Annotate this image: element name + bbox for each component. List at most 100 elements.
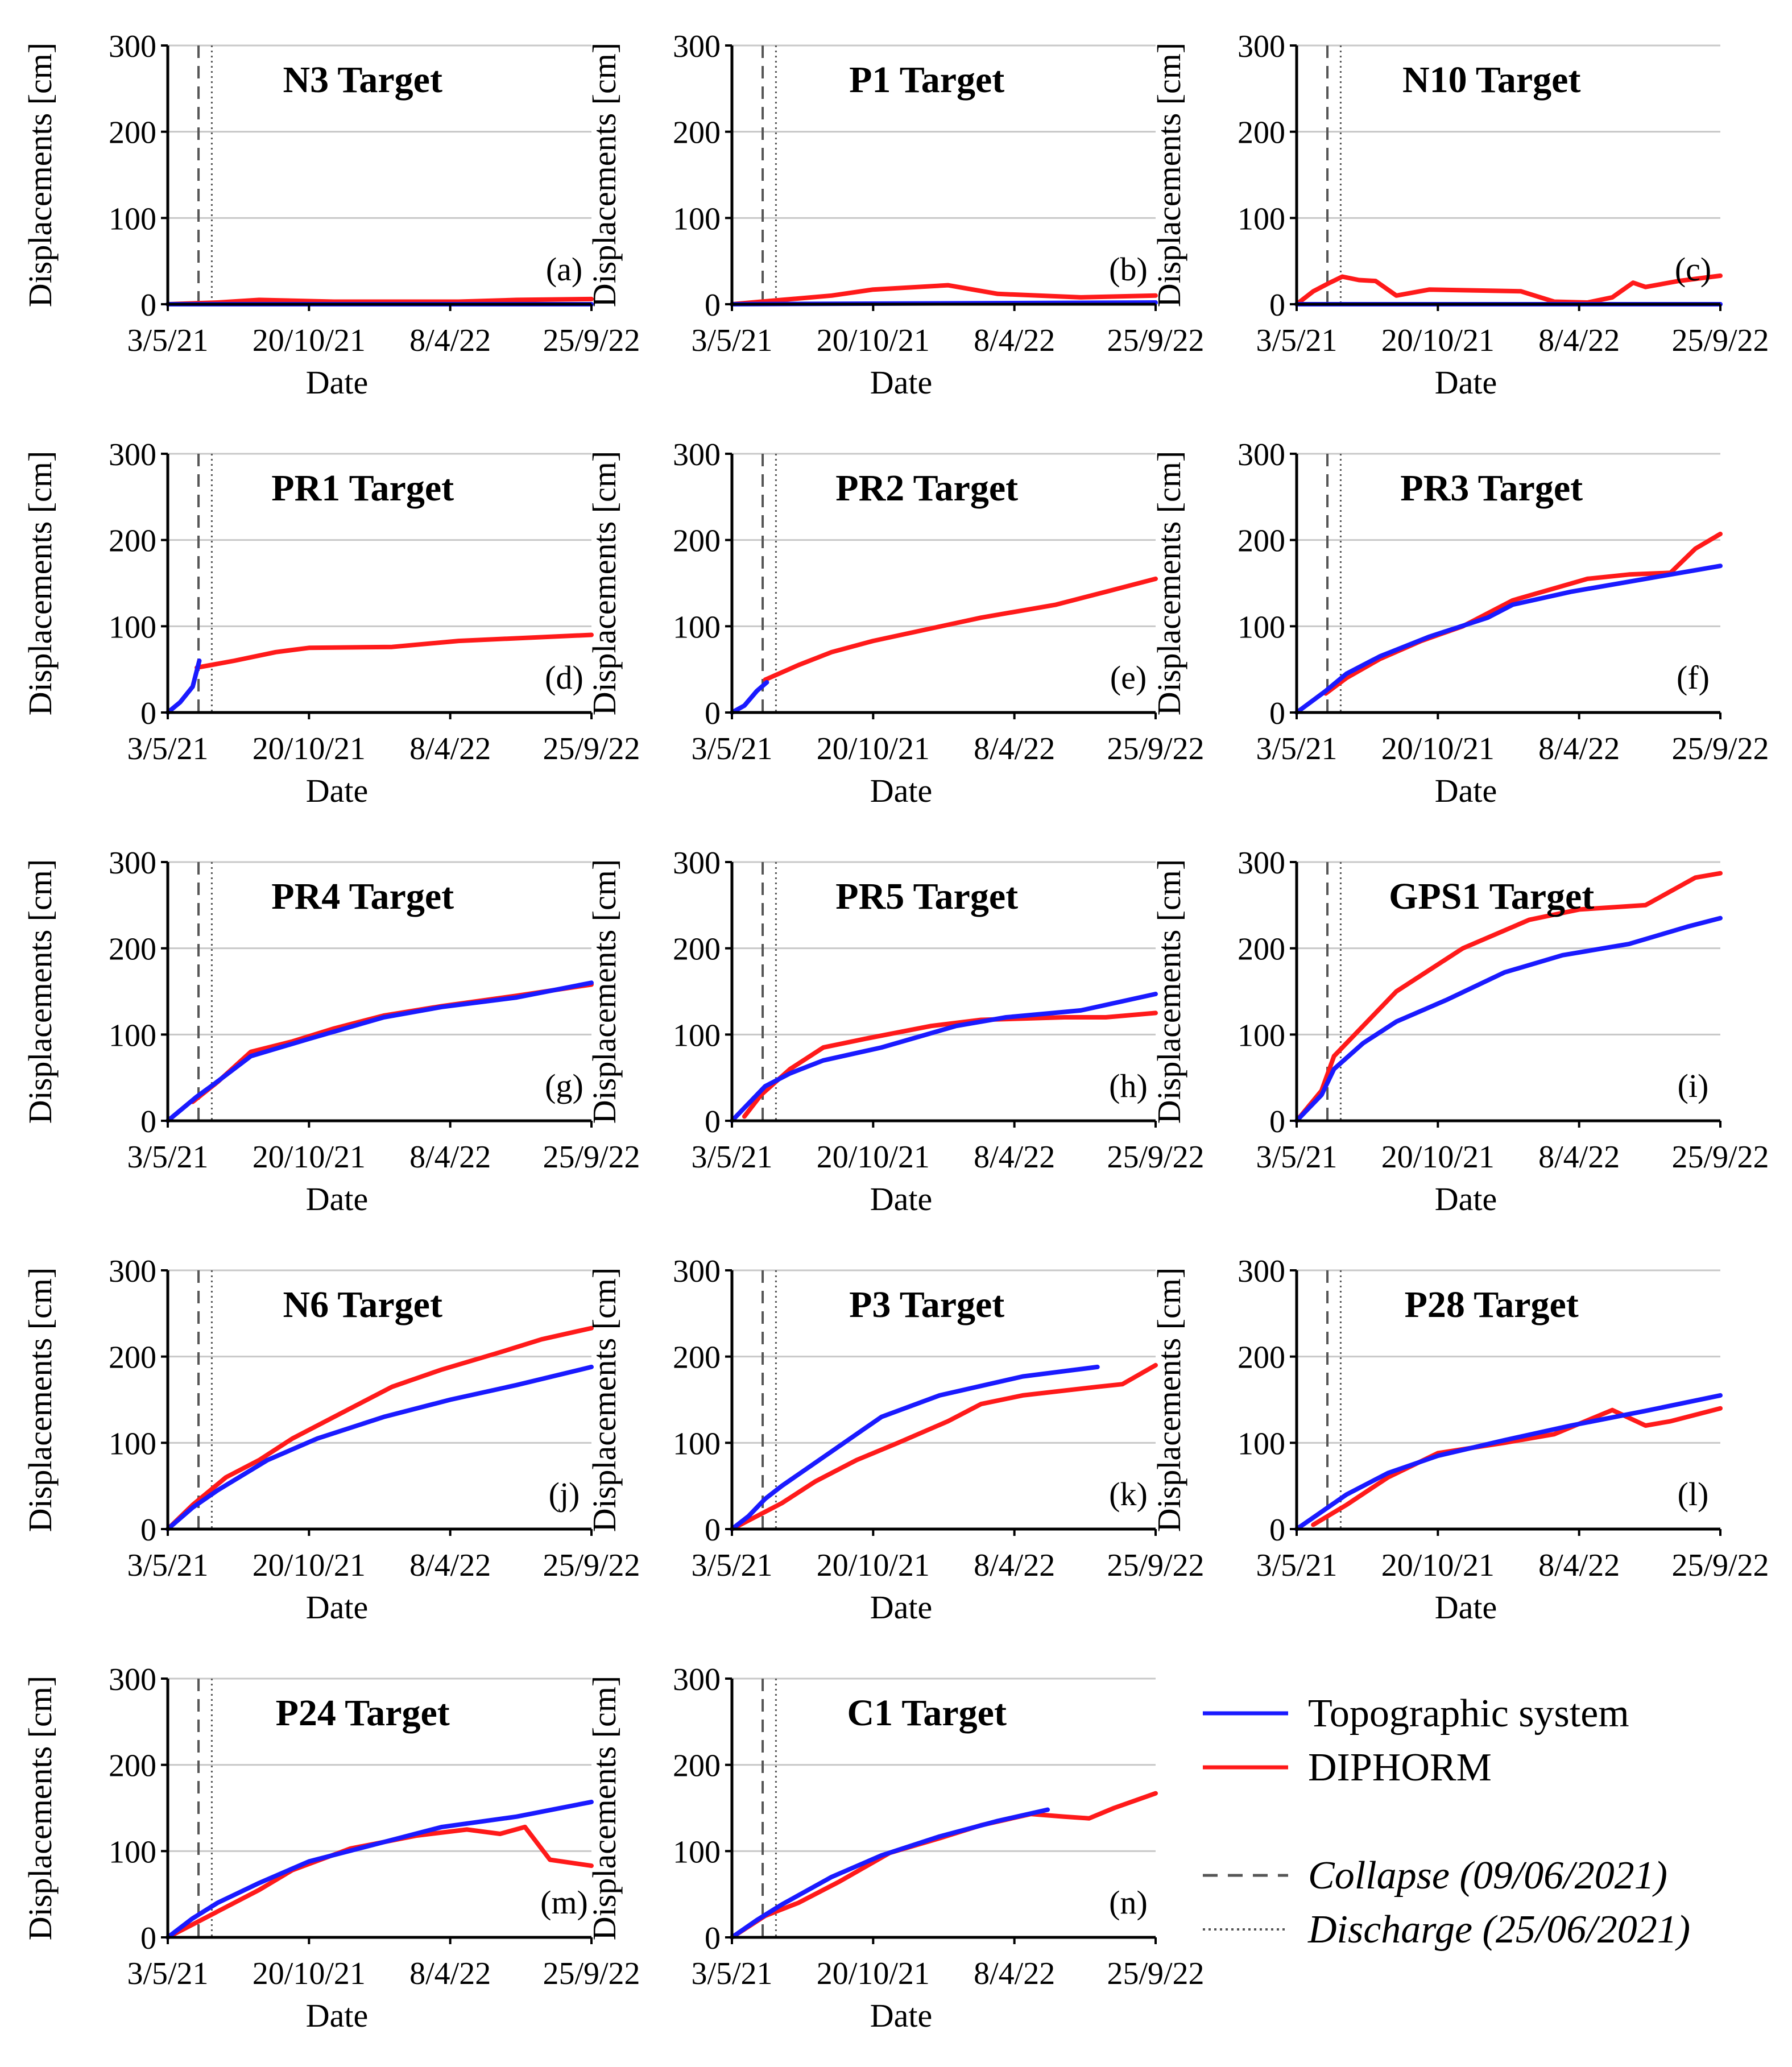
x-tick-label: 25/9/22 — [543, 1956, 640, 1991]
y-axis-label: Displacements [cm] — [22, 43, 59, 307]
x-tick-label: 3/5/21 — [127, 323, 208, 358]
y-tick-label: 100 — [109, 610, 156, 645]
y-tick-label: 100 — [109, 201, 156, 237]
series-line-diphorm — [194, 632, 594, 670]
y-tick-label: 100 — [109, 1426, 156, 1461]
panel-title: C1 Target — [847, 1692, 1007, 1734]
chart-panels: 0 100 200 300 3/5/21 20/10/21 8/4/22 25/9/22 Dat… — [22, 29, 1769, 2034]
y-tick-label: 200 — [109, 524, 156, 559]
y-tick-label: 200 — [1238, 1340, 1285, 1376]
y-tick-label: 0 — [140, 696, 156, 731]
panel-label: (b) — [1109, 251, 1148, 288]
panel-title: PR4 Target — [271, 876, 454, 917]
y-tick-label: 100 — [673, 1426, 721, 1461]
series-line-topographic — [165, 1364, 594, 1531]
x-tick-label: 8/4/22 — [974, 323, 1055, 358]
chart-panel: 0 100 200 300 3/5/21 20/10/21 8/4/22 25/9/22 Dat… — [586, 1662, 1205, 2034]
y-axis-label: Displacements [cm] — [22, 1267, 59, 1532]
series-line-topographic — [165, 980, 594, 1123]
x-axis-label: Date — [870, 1997, 933, 2034]
series-line-topographic — [165, 658, 202, 715]
panel-title: P24 Target — [276, 1692, 450, 1734]
y-tick-label: 200 — [673, 115, 721, 151]
chart-panel: 0 100 200 300 3/5/21 20/10/21 8/4/22 25/9/22 Dat… — [22, 437, 640, 809]
y-tick-label: 0 — [705, 288, 721, 323]
series-line-diphorm — [1311, 1406, 1723, 1527]
y-tick-label: 200 — [109, 1340, 156, 1376]
y-tick-label: 200 — [1238, 524, 1285, 559]
x-tick-label: 3/5/21 — [1256, 731, 1337, 767]
x-tick-label: 3/5/21 — [127, 731, 208, 767]
series-line-topographic — [1294, 1393, 1723, 1531]
y-tick-label: 300 — [1238, 1254, 1285, 1289]
x-tick-label: 20/10/21 — [253, 1548, 366, 1583]
y-axis-label: Displacements [cm] — [22, 1676, 59, 1940]
series-line-topographic — [730, 1807, 1050, 1940]
y-tick-label: 300 — [1238, 29, 1285, 64]
y-tick-label: 300 — [673, 29, 721, 64]
x-tick-label: 25/9/22 — [1671, 1548, 1769, 1583]
y-tick-label: 300 — [109, 1254, 156, 1289]
chart-panel: 0 100 200 300 3/5/21 20/10/21 8/4/22 25/9/22 Dat… — [22, 29, 640, 401]
x-axis-label: Date — [870, 772, 933, 809]
x-tick-label: 25/9/22 — [1107, 323, 1204, 358]
x-tick-label: 8/4/22 — [1538, 1548, 1620, 1583]
legend-collapse-label: Collapse (09/06/2021) — [1308, 1854, 1667, 1898]
series-line-diphorm — [730, 1362, 1158, 1531]
y-tick-label: 200 — [673, 1340, 721, 1376]
x-tick-label: 8/4/22 — [1538, 731, 1620, 767]
series-line-diphorm — [763, 576, 1158, 682]
x-tick-label: 20/10/21 — [817, 1548, 930, 1583]
panel-title: PR2 Target — [835, 467, 1018, 509]
x-tick-label: 3/5/21 — [1256, 323, 1337, 358]
y-tick-label: 100 — [673, 1018, 721, 1053]
y-tick-label: 300 — [673, 437, 721, 473]
panel-title: P28 Target — [1405, 1284, 1579, 1325]
x-tick-label: 3/5/21 — [691, 1956, 772, 1991]
y-tick-label: 0 — [140, 1513, 156, 1548]
y-axis-label: Displacements [cm] — [586, 451, 623, 715]
y-tick-label: 300 — [673, 1254, 721, 1289]
x-tick-label: 25/9/22 — [1107, 1548, 1204, 1583]
y-tick-label: 200 — [109, 115, 156, 151]
y-tick-label: 0 — [1269, 1104, 1285, 1140]
x-tick-label: 3/5/21 — [691, 1548, 772, 1583]
series-line-topographic — [1294, 564, 1723, 715]
x-tick-label: 25/9/22 — [1671, 1140, 1769, 1175]
panel-label: (d) — [545, 659, 583, 696]
y-tick-label: 200 — [673, 932, 721, 967]
panel-label: (a) — [546, 251, 582, 288]
x-axis-label: Date — [1435, 1180, 1497, 1217]
x-axis-label: Date — [306, 1180, 369, 1217]
y-tick-label: 0 — [140, 1104, 156, 1140]
panel-title: P1 Target — [849, 59, 1004, 101]
panel-label: (k) — [1109, 1476, 1148, 1513]
x-tick-label: 25/9/22 — [543, 323, 640, 358]
y-tick-label: 100 — [673, 201, 721, 237]
x-axis-label: Date — [306, 1589, 369, 1626]
series-line-diphorm — [190, 982, 594, 1104]
y-tick-label: 200 — [109, 1749, 156, 1784]
x-tick-label: 20/10/21 — [817, 323, 930, 358]
panel-title: PR3 Target — [1400, 467, 1583, 509]
y-axis-label: Displacements [cm] — [22, 451, 59, 715]
y-tick-label: 100 — [109, 1018, 156, 1053]
y-axis-label: Displacements [cm] — [586, 1267, 623, 1532]
y-tick-label: 0 — [705, 1921, 721, 1956]
panel-label: (g) — [545, 1067, 583, 1104]
chart-panel: 0 100 200 300 3/5/21 20/10/21 8/4/22 25/9/22 Dat… — [22, 1254, 640, 1626]
x-tick-label: 8/4/22 — [974, 1140, 1055, 1175]
x-tick-label: 3/5/21 — [691, 1140, 772, 1175]
y-axis-label: Displacements [cm] — [586, 43, 623, 307]
x-tick-label: 20/10/21 — [817, 1956, 930, 1991]
panel-title: N10 Target — [1402, 59, 1581, 101]
x-axis-label: Date — [870, 1589, 933, 1626]
y-tick-label: 200 — [673, 1749, 721, 1784]
x-tick-label: 20/10/21 — [1381, 1548, 1495, 1583]
x-axis-label: Date — [306, 1997, 369, 2034]
y-tick-label: 300 — [673, 846, 721, 881]
panel-title: N3 Target — [283, 59, 442, 101]
y-tick-label: 200 — [1238, 115, 1285, 151]
x-tick-label: 25/9/22 — [1107, 731, 1204, 767]
